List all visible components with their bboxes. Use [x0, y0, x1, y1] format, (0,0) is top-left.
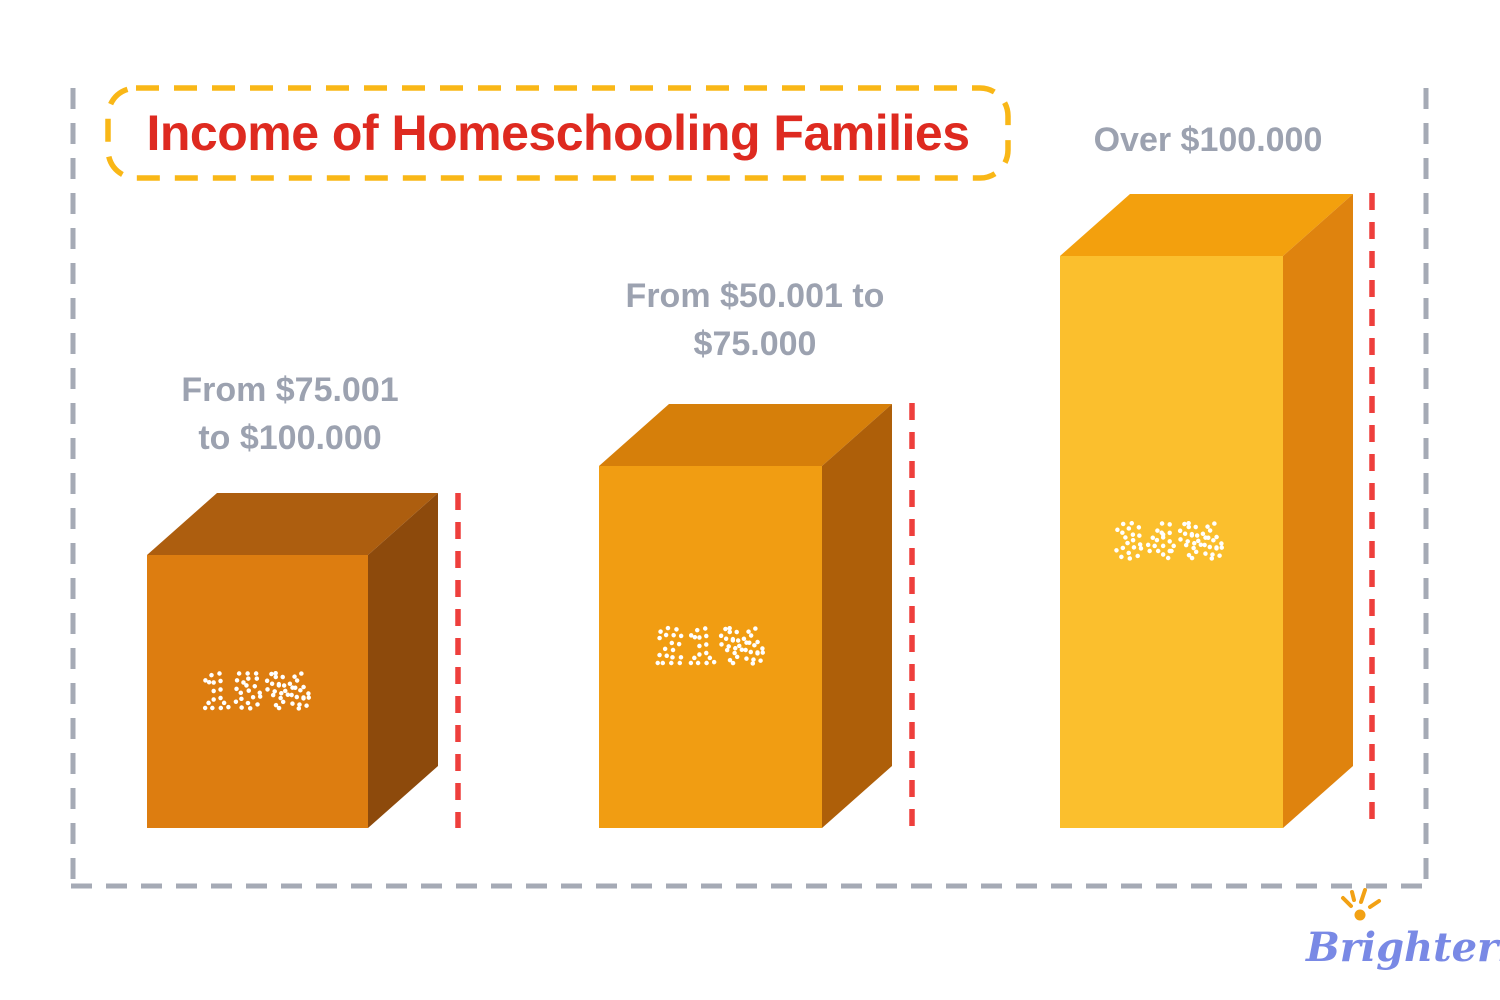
- bar-1-value-label: 15%: [202, 663, 314, 719]
- bar-3-side-face: [1283, 194, 1353, 828]
- chart-title-box: Income of Homeschooling Families: [108, 88, 1008, 178]
- bar-1-front-face: [147, 555, 368, 828]
- sun-icon: [1341, 888, 1381, 921]
- bar-1-label-line-2: to $100.000: [198, 419, 382, 457]
- brand-logo: Brighterly: [1282, 888, 1500, 978]
- bar-1: 15%: [147, 493, 438, 828]
- bar-2-label-line-1: From $50.001 to: [625, 277, 885, 315]
- bar-2-front-face: [599, 466, 822, 828]
- bar-2-top-face: [599, 404, 892, 466]
- bar-2: 21%: [599, 404, 892, 828]
- bar-2-label-line-2: $75.000: [693, 325, 817, 363]
- bar-3-top-face: [1060, 194, 1353, 256]
- bar-3-value-label: 34%: [1115, 513, 1227, 569]
- bar-3-label-line-1: Over $100.000: [1093, 121, 1323, 159]
- title-dashed-border: [105, 85, 1011, 181]
- bar-1-category-label: From $75.001 to $100.000: [110, 366, 470, 462]
- bar-3-category-label: Over $100.000: [1028, 116, 1388, 164]
- bar-1-top-face: [147, 493, 438, 555]
- bar-2-category-label: From $50.001 to $75.000: [575, 272, 935, 368]
- bar-3: 34%: [1060, 194, 1353, 828]
- red-guide-lines: [455, 193, 1375, 828]
- brand-logo-text: Brighterly: [1306, 924, 1500, 971]
- bar-1-side-face: [368, 493, 438, 828]
- outer-dashed-frame: [70, 88, 1429, 889]
- bar-2-side-face: [822, 404, 892, 828]
- bar-3-front-face: [1060, 256, 1283, 828]
- bar-1-label-line-1: From $75.001: [181, 371, 399, 409]
- chart-title: Income of Homeschooling Families: [146, 105, 970, 161]
- bar-2-value-label: 21%: [656, 618, 768, 674]
